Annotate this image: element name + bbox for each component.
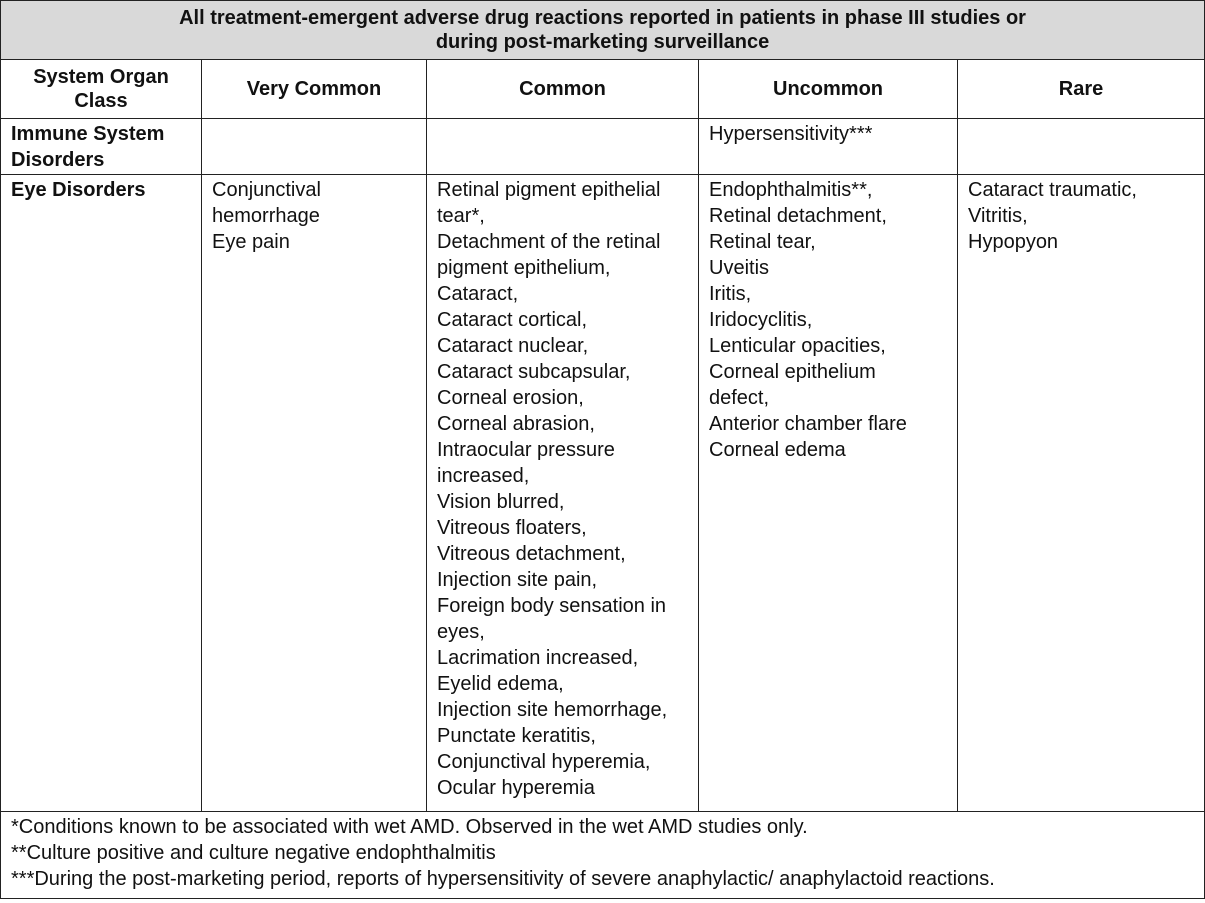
table-row: Immune System Disorders Hypersensitivity*… [0,118,1205,175]
header-very-common: Very Common [201,59,427,119]
cell-line: Corneal edema [709,439,846,461]
cell-line: Hypersensitivity*** [709,123,873,145]
cell-line: Retinal pigment epithelial [437,179,661,201]
header-rare: Rare [956,59,1205,119]
cell-line: Lacrimation increased, [437,647,639,669]
header-label: Uncommon [773,78,883,100]
cell-very-common [201,118,427,175]
cell-line: Punctate keratitis, [437,725,596,747]
cell-soc: Immune System Disorders [0,118,202,175]
cell-rare [956,118,1205,175]
cell-line: Foreign body sensation in [437,595,667,617]
cell-line: Conjunctival [212,179,321,201]
cell-line: Eye Disorders [11,179,146,201]
cell-uncommon: Hypersensitivity*** [698,118,958,175]
cell-very-common: Conjunctival hemorrhage Eye pain [201,174,427,812]
cell-uncommon: Endophthalmitis**, Retinal detachment, Ret… [698,174,958,812]
cell-rare: Cataract traumatic, Vitritis, Hypopyon [956,174,1205,812]
cell-line: Anterior chamber flare [709,413,907,435]
cell-line: Ocular hyperemia [437,777,595,799]
cell-line: Intraocular pressure [437,439,615,461]
cell-line: defect, [709,387,770,409]
cell-line: Cataract, [437,283,519,305]
footnote: *Conditions known to be associated with … [11,816,808,838]
header-system-organ-class: System Organ Class [0,59,202,119]
cell-line: Cataract subcapsular, [437,361,631,383]
cell-soc: Eye Disorders [0,174,202,812]
footnotes: *Conditions known to be associated with … [0,811,1205,899]
cell-common: Retinal pigment epithelial tear*, Detachme… [426,174,699,812]
cell-line: Cataract nuclear, [437,335,589,357]
cell-line: Corneal erosion, [437,387,584,409]
cell-line: Eye pain [212,231,290,253]
cell-line: Iritis, [709,283,752,305]
header-label: System Organ Class [33,66,169,112]
cell-line: Injection site pain, [437,569,598,591]
header-label: Common [519,78,606,100]
cell-line: Corneal abrasion, [437,413,595,435]
cell-line: Cataract cortical, [437,309,588,331]
table-row: Eye Disorders Conjunctival hemorrhage Eye … [0,174,1205,812]
table-title: All treatment-emergent adverse drug reac… [0,0,1205,60]
cell-line: Cataract traumatic, [968,179,1137,201]
cell-line: Uveitis [709,257,770,279]
footnote: **Culture positive and culture negative … [11,842,496,864]
cell-common [426,118,699,175]
header-label: Rare [1058,78,1104,100]
cell-line: increased, [437,465,530,487]
cell-line: Eyelid edema, [437,673,564,695]
cell-line: Vitreous floaters, [437,517,587,539]
header-uncommon: Uncommon [698,59,958,119]
cell-line: eyes, [437,621,485,643]
cell-line: Hypopyon [968,231,1059,253]
cell-line: hemorrhage [212,205,320,227]
title-line: All treatment-emergent adverse drug reac… [179,7,1026,29]
cell-line: Retinal detachment, [709,205,887,227]
cell-line: tear*, [437,205,485,227]
cell-line: Vitritis, [968,205,1028,227]
cell-line: Injection site hemorrhage, [437,699,668,721]
cell-line: Conjunctival hyperemia, [437,751,651,773]
cell-line: Retinal tear, [709,231,816,253]
footnotes-row: *Conditions known to be associated with … [0,811,1205,899]
cell-line: Disorders [11,149,105,171]
cell-line: Lenticular opacities, [709,335,886,357]
footnote: ***During the post-marketing period, rep… [11,868,995,890]
cell-line: Immune System [11,123,165,145]
cell-line: Iridocyclitis, [709,309,813,331]
cell-line: Vitreous detachment, [437,543,626,565]
cell-line: pigment epithelium, [437,257,611,279]
cell-line: Vision blurred, [437,491,565,513]
title-line: during post-marketing surveillance [435,31,770,53]
cell-line: Detachment of the retinal [437,231,661,253]
header-label: Very Common [246,78,382,100]
header-common: Common [426,59,699,119]
cell-line: Corneal epithelium [709,361,876,383]
cell-line: Endophthalmitis**, [709,179,873,201]
